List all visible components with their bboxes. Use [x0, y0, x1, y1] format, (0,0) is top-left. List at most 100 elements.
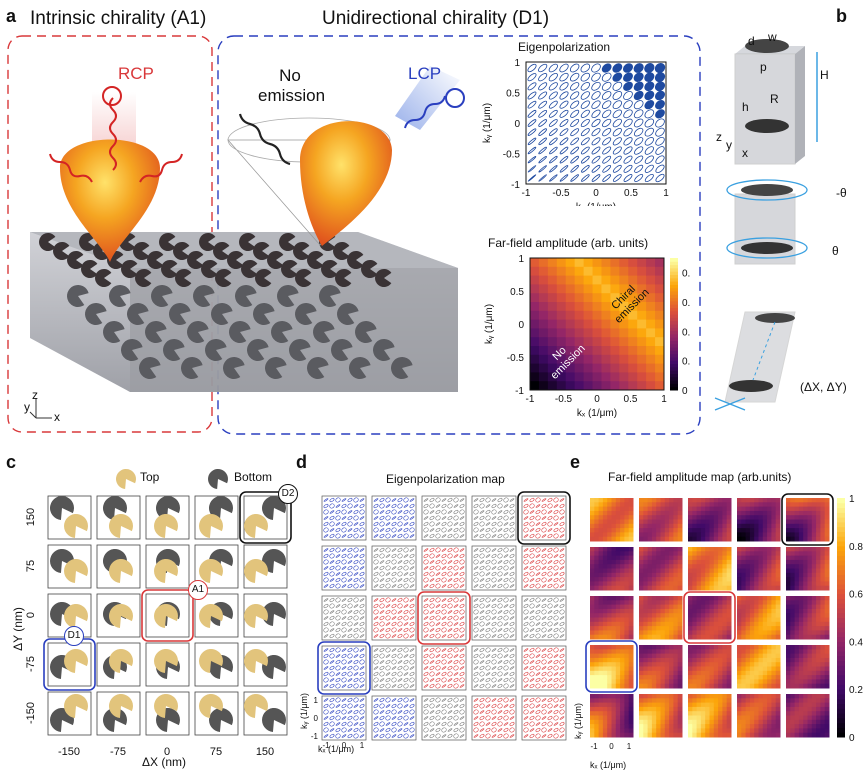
polarization-ellipse: [553, 654, 559, 658]
heatmap-cell: [807, 510, 813, 516]
heatmap-cell: [594, 724, 600, 729]
heatmap-cell: [798, 547, 804, 552]
heatmap-cell: [705, 585, 710, 591]
heatmap-cell: [590, 498, 595, 503]
heatmap-cell: [664, 621, 670, 627]
heatmap-cell: [696, 724, 702, 729]
polarization-ellipse: [441, 727, 447, 733]
heatmap-cell: [565, 381, 576, 391]
heatmap-cell: [767, 694, 772, 699]
colorbar-segment: [837, 598, 845, 604]
heatmap-cell: [798, 515, 804, 520]
heatmap-cell: [811, 559, 817, 565]
heatmap-cell: [700, 559, 706, 565]
heatmap-cell: [643, 559, 649, 565]
polarization-ellipse: [341, 671, 347, 677]
y-tick-label: 0: [514, 119, 520, 130]
heatmap-cell: [737, 724, 742, 729]
heatmap-cell: [594, 715, 600, 721]
heatmap-cell: [767, 634, 772, 640]
polarization-ellipse: [529, 510, 535, 514]
heatmap-cell: [824, 551, 830, 557]
polarization-ellipse: [341, 548, 347, 552]
polarization-ellipse: [459, 734, 465, 738]
heatmap-cell: [767, 645, 772, 650]
polarization-ellipse: [341, 553, 347, 559]
heatmap-cell: [646, 328, 656, 338]
heatmap-cell: [816, 536, 821, 542]
heatmap-cell: [790, 657, 796, 663]
heatmap-cell: [820, 604, 826, 610]
heatmap-cell: [786, 547, 791, 552]
heatmap-cell: [673, 719, 679, 725]
polarization-ellipse: [548, 63, 558, 73]
heatmap-cell: [664, 666, 670, 672]
heatmap-cell: [794, 581, 800, 587]
polarization-ellipse: [341, 598, 347, 602]
panel-c-label: c: [6, 452, 17, 472]
heatmap-cell: [615, 528, 621, 533]
heatmap-cell: [594, 645, 600, 650]
heatmap-cell: [651, 510, 657, 516]
polarization-ellipse: [623, 155, 633, 164]
heatmap-cell: [790, 715, 796, 721]
heatmap-cell: [745, 662, 751, 667]
heatmap-cell: [664, 675, 670, 680]
axis-z-a: z: [32, 388, 38, 402]
heatmap-cell: [615, 719, 621, 725]
heatmap-cell: [803, 706, 808, 712]
polarization-ellipse: [535, 665, 541, 671]
polarization-ellipse: [429, 665, 435, 671]
heatmap-cell: [775, 653, 781, 659]
polarization-ellipse: [397, 547, 403, 553]
polarization-ellipse: [441, 634, 447, 638]
polarization-ellipse: [335, 609, 341, 615]
heatmap-cell: [705, 559, 710, 565]
top-pacman: [347, 251, 364, 269]
heatmap-cell: [615, 536, 621, 542]
heatmap-cell: [737, 581, 742, 587]
heatmap-cell: [786, 657, 791, 663]
heatmap-cell: [726, 653, 732, 659]
heatmap-cell: [786, 694, 791, 699]
polarization-ellipse: [655, 109, 665, 119]
heatmap-cell: [749, 585, 755, 591]
polarization-ellipse: [403, 547, 409, 553]
heatmap-cell: [556, 284, 567, 294]
top-pacman: [244, 604, 269, 628]
ff-frame: [529, 257, 665, 391]
heatmap-cell: [624, 559, 630, 565]
heatmap-cell: [786, 515, 791, 520]
heatmap-cell: [664, 613, 670, 618]
heatmap-cell: [696, 657, 702, 663]
heatmap-cell: [741, 683, 747, 689]
polarization-ellipse: [547, 610, 553, 614]
polarization-ellipse: [323, 727, 329, 733]
heatmap-cell: [749, 600, 755, 606]
polarization-ellipse: [391, 616, 397, 620]
polarization-ellipse: [453, 609, 459, 615]
heatmap-cell: [607, 711, 612, 716]
heatmap-cell: [726, 617, 732, 623]
heatmap-cell: [726, 698, 732, 704]
polarization-ellipse: [541, 684, 547, 688]
x-tick-label: -1: [322, 741, 330, 750]
heatmap-cell: [677, 645, 683, 650]
heatmap-cell: [713, 523, 719, 529]
polarization-ellipse: [379, 633, 385, 639]
heatmap-cell: [602, 536, 608, 542]
bottom-pacman: [204, 339, 227, 362]
colorbar-segment: [837, 507, 845, 513]
polarization-ellipse: [491, 684, 497, 688]
heatmap-cell: [590, 532, 595, 538]
heatmap-cell: [688, 559, 693, 565]
heatmap-cell: [592, 258, 602, 268]
polarization-ellipse: [397, 678, 403, 682]
heatmap-cell: [811, 732, 817, 738]
heatmap-cell: [610, 310, 620, 321]
heatmap-cell: [660, 604, 666, 610]
polarization-ellipse: [473, 721, 479, 727]
heatmap-cell: [803, 523, 808, 529]
heatmap-cell: [811, 626, 817, 631]
polarization-ellipse: [547, 665, 553, 671]
